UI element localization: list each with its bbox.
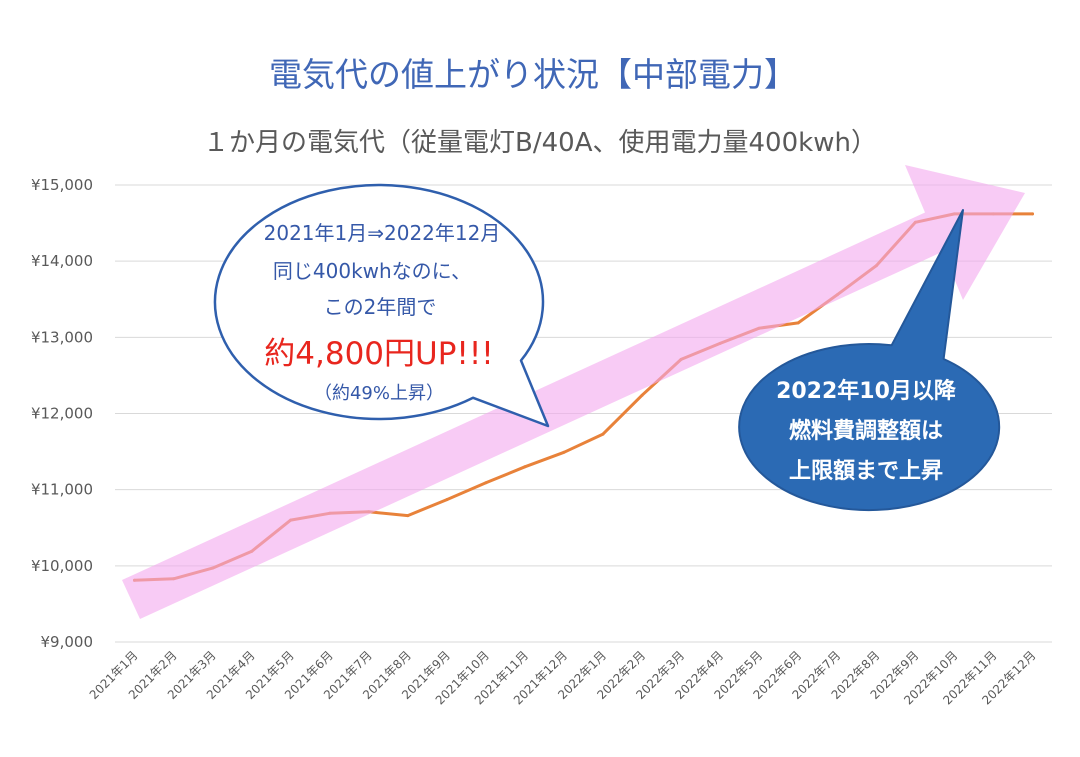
y-tick-label: ¥13,000 xyxy=(31,328,93,346)
data-point xyxy=(523,465,527,469)
y-axis-tick-labels: ¥9,000 ¥10,000 ¥11,000 ¥12,000 ¥13,000 ¥14,00… xyxy=(31,176,93,651)
y-tick-label: ¥10,000 xyxy=(31,557,93,575)
y-tick-label: ¥9,000 xyxy=(41,633,94,651)
callout-line: 2021年1月⇒2022年12月 xyxy=(264,221,501,245)
data-point xyxy=(445,498,449,502)
callout-note: （約49%上昇） xyxy=(314,383,444,404)
callout-line: 上限額まで上昇 xyxy=(789,458,943,484)
data-point xyxy=(640,393,644,397)
data-point xyxy=(601,432,605,436)
chart-title: 電気代の値上がり状況【中部電力】 xyxy=(269,55,797,94)
callout-line: 2022年10月以降 xyxy=(776,378,957,404)
callout-bubble-left: 2021年1月⇒2022年12月 同じ400kwhなのに、 この2年間で 約4,… xyxy=(213,183,550,428)
callout-line: この2年間で xyxy=(324,295,437,319)
data-point xyxy=(1031,212,1034,216)
y-tick-label: ¥15,000 xyxy=(31,176,93,194)
x-axis-tick-labels: 2021年1月2021年2月2021年3月2021年4月2021年5月2021年… xyxy=(87,648,1039,707)
callout-bubble-right: 2022年10月以降 燃料費調整額は 上限額まで上昇 xyxy=(738,209,1001,512)
chart-subtitle: １か月の電気代（従量電灯B/40A、使用電力量400kwh） xyxy=(203,128,877,158)
y-tick-label: ¥12,000 xyxy=(31,405,93,423)
y-tick-label: ¥14,000 xyxy=(31,252,93,270)
data-point xyxy=(406,514,410,518)
data-point xyxy=(562,450,566,454)
speech-bubble-filled xyxy=(738,209,1001,512)
trend-arrow xyxy=(122,165,1025,619)
callout-highlight: 約4,800円UP!!! xyxy=(264,336,493,372)
callout-line: 燃料費調整額は xyxy=(789,418,943,444)
data-point xyxy=(484,481,488,485)
speech-bubble-outline xyxy=(213,183,550,428)
y-tick-label: ¥11,000 xyxy=(31,481,93,499)
callout-line: 同じ400kwhなのに、 xyxy=(273,259,471,283)
data-point xyxy=(796,321,800,325)
